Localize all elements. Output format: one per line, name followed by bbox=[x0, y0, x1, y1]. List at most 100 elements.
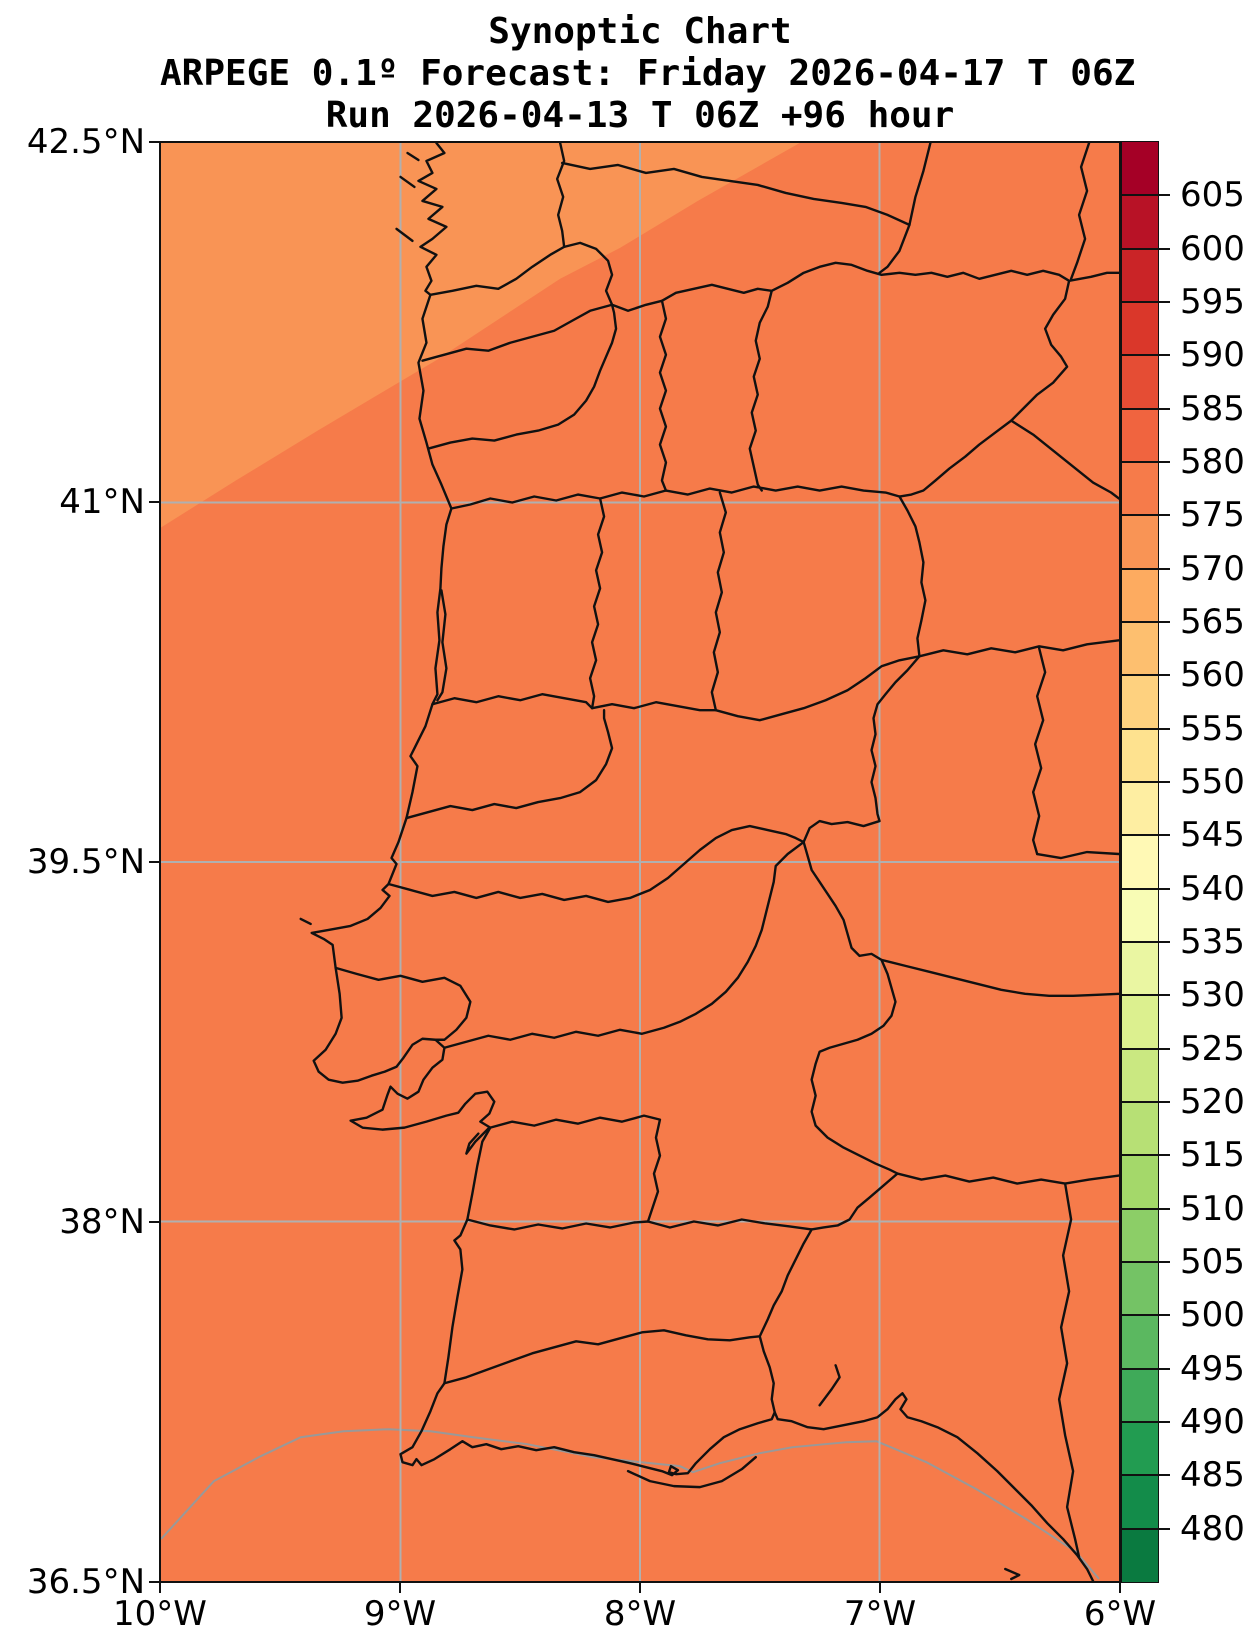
colorbar-segment bbox=[1122, 1528, 1158, 1582]
colorbar-segment bbox=[1122, 408, 1158, 462]
chart-title: Synoptic Chart bbox=[488, 11, 792, 52]
aveiro-lagoon-line bbox=[436, 589, 448, 702]
colorbar-tick-mark bbox=[1122, 247, 1170, 250]
colorbar-segment bbox=[1122, 142, 1158, 196]
leiria-coimbra-line bbox=[405, 709, 614, 820]
colorbar-tick-mark bbox=[1122, 194, 1170, 197]
y-tick-mark bbox=[149, 141, 159, 143]
galicia-island-3 bbox=[395, 227, 414, 243]
colorbar-tick-mark bbox=[1122, 887, 1170, 890]
galicia-island-2 bbox=[399, 175, 416, 189]
x-tick-label: 7°W bbox=[843, 1594, 917, 1634]
colorbar-tick-label: 515 bbox=[1180, 1135, 1245, 1176]
colorbar-tick-label: 480 bbox=[1180, 1508, 1245, 1549]
colorbar-tick-mark bbox=[1122, 1314, 1170, 1317]
x-tick-label: 9°W bbox=[363, 1594, 437, 1634]
colorbar-tick-label: 585 bbox=[1180, 388, 1245, 429]
colorbar-tick-label: 555 bbox=[1180, 708, 1245, 749]
colorbar-tick-mark bbox=[1122, 461, 1170, 463]
evora-beja-line bbox=[466, 1218, 813, 1231]
colorbar-segment bbox=[1122, 1368, 1158, 1422]
colorbar-tick-label: 490 bbox=[1180, 1402, 1245, 1442]
colorbar-tick-mark bbox=[1122, 1474, 1170, 1477]
setubal-evora-line bbox=[489, 1114, 662, 1223]
colorbar-tick-label: 495 bbox=[1180, 1348, 1245, 1389]
x-tick-mark bbox=[639, 1583, 641, 1593]
colorbar-tick-label: 485 bbox=[1180, 1455, 1245, 1496]
colorbar-segment bbox=[1122, 1315, 1158, 1369]
zamora-salamanca-line bbox=[1010, 419, 1119, 500]
colorbar-tick-mark bbox=[1122, 1101, 1170, 1103]
beja-faro-line bbox=[443, 1329, 761, 1385]
colorbar-tick-label: 540 bbox=[1180, 868, 1245, 909]
colorbar-tick-mark bbox=[1122, 514, 1170, 517]
colorbar-segment bbox=[1122, 1048, 1158, 1102]
y-tick-label: 42.5°N bbox=[26, 122, 145, 162]
colorbar-tick-label: 595 bbox=[1180, 282, 1245, 322]
colorbar-segment bbox=[1122, 728, 1158, 782]
south-islet bbox=[1004, 1567, 1021, 1581]
x-tick-mark bbox=[399, 1583, 401, 1593]
coimbra-guarda-line bbox=[431, 655, 921, 722]
y-tick-mark bbox=[149, 1581, 159, 1583]
x-tick-mark bbox=[1119, 1583, 1121, 1593]
ayamonte-marsh-line bbox=[818, 1364, 841, 1407]
colorbar-tick-mark bbox=[1122, 941, 1170, 943]
colorbar-tick-label: 525 bbox=[1180, 1028, 1245, 1069]
colorbar-segment bbox=[1122, 515, 1158, 569]
colorbar-tick-mark bbox=[1122, 781, 1170, 783]
colorbar-tick-label: 545 bbox=[1180, 815, 1245, 856]
galicia-island-1 bbox=[406, 151, 420, 162]
douro-district-line bbox=[450, 485, 901, 510]
leon-zamora-line bbox=[1069, 143, 1091, 281]
colorbar-segment bbox=[1122, 195, 1158, 249]
x-tick-label: 8°W bbox=[603, 1594, 677, 1634]
viseu-guarda-line bbox=[710, 491, 728, 712]
colorbar-tick-mark bbox=[1122, 567, 1170, 570]
colorbar-segment bbox=[1122, 302, 1158, 356]
colorbar-segment bbox=[1122, 622, 1158, 676]
colorbar-segment bbox=[1122, 248, 1158, 302]
colorbar-tick-label: 580 bbox=[1180, 442, 1245, 482]
colorbar-tick-label: 550 bbox=[1180, 762, 1245, 802]
coastline-path bbox=[310, 143, 1095, 1581]
colorbar-segment bbox=[1122, 782, 1158, 836]
colorbar-tick-label: 590 bbox=[1180, 335, 1245, 376]
colorbar-tick-label: 500 bbox=[1180, 1295, 1245, 1336]
colorbar-tick-label: 505 bbox=[1180, 1242, 1245, 1282]
badajoz-sevilla-line bbox=[896, 1172, 1119, 1185]
colorbar-tick-mark bbox=[1122, 1154, 1170, 1157]
colorbar-tick-mark bbox=[1122, 621, 1170, 623]
colorbar-tick-label: 570 bbox=[1180, 548, 1245, 589]
colorbar-segment bbox=[1122, 1155, 1158, 1209]
viana-braga-line bbox=[421, 303, 614, 362]
colorbar-tick-mark bbox=[1122, 834, 1170, 837]
pontevedra-ourense-line bbox=[555, 143, 566, 249]
colorbar-tick-mark bbox=[1122, 994, 1170, 997]
chart-run-info: Run 2026-04-13 T 06Z +96 hour bbox=[325, 95, 955, 136]
x-tick-mark bbox=[879, 1583, 881, 1593]
caceres-badajoz-line bbox=[880, 958, 1119, 998]
y-tick-label: 39.5°N bbox=[26, 842, 145, 882]
colorbar-segment bbox=[1122, 835, 1158, 889]
colorbar-tick-label: 565 bbox=[1180, 602, 1245, 642]
y-tick-mark bbox=[149, 501, 159, 503]
colorbar-tick-mark bbox=[1122, 407, 1170, 410]
colorbar-tick-label: 605 bbox=[1180, 175, 1245, 216]
colorbar-segment bbox=[1122, 355, 1158, 409]
porto-vilareal-line bbox=[658, 299, 668, 492]
colorbar-tick-mark bbox=[1122, 1527, 1170, 1530]
colorbar-tick-mark bbox=[1122, 354, 1170, 357]
colorbar bbox=[1121, 141, 1170, 1583]
colorbar-tick-mark bbox=[1122, 727, 1170, 730]
santarem-evora-line bbox=[443, 840, 805, 1049]
colorbar-tick-label: 510 bbox=[1180, 1188, 1245, 1229]
colorbar-segment bbox=[1122, 1422, 1158, 1476]
boundary-lines bbox=[299, 143, 1119, 1581]
colorbar-tick-mark bbox=[1122, 1421, 1170, 1423]
y-tick-mark bbox=[149, 861, 159, 863]
colorbar-tick-mark bbox=[1122, 301, 1170, 303]
colorbar-tick-mark bbox=[1122, 1261, 1170, 1263]
colorbar-segment bbox=[1122, 568, 1158, 622]
